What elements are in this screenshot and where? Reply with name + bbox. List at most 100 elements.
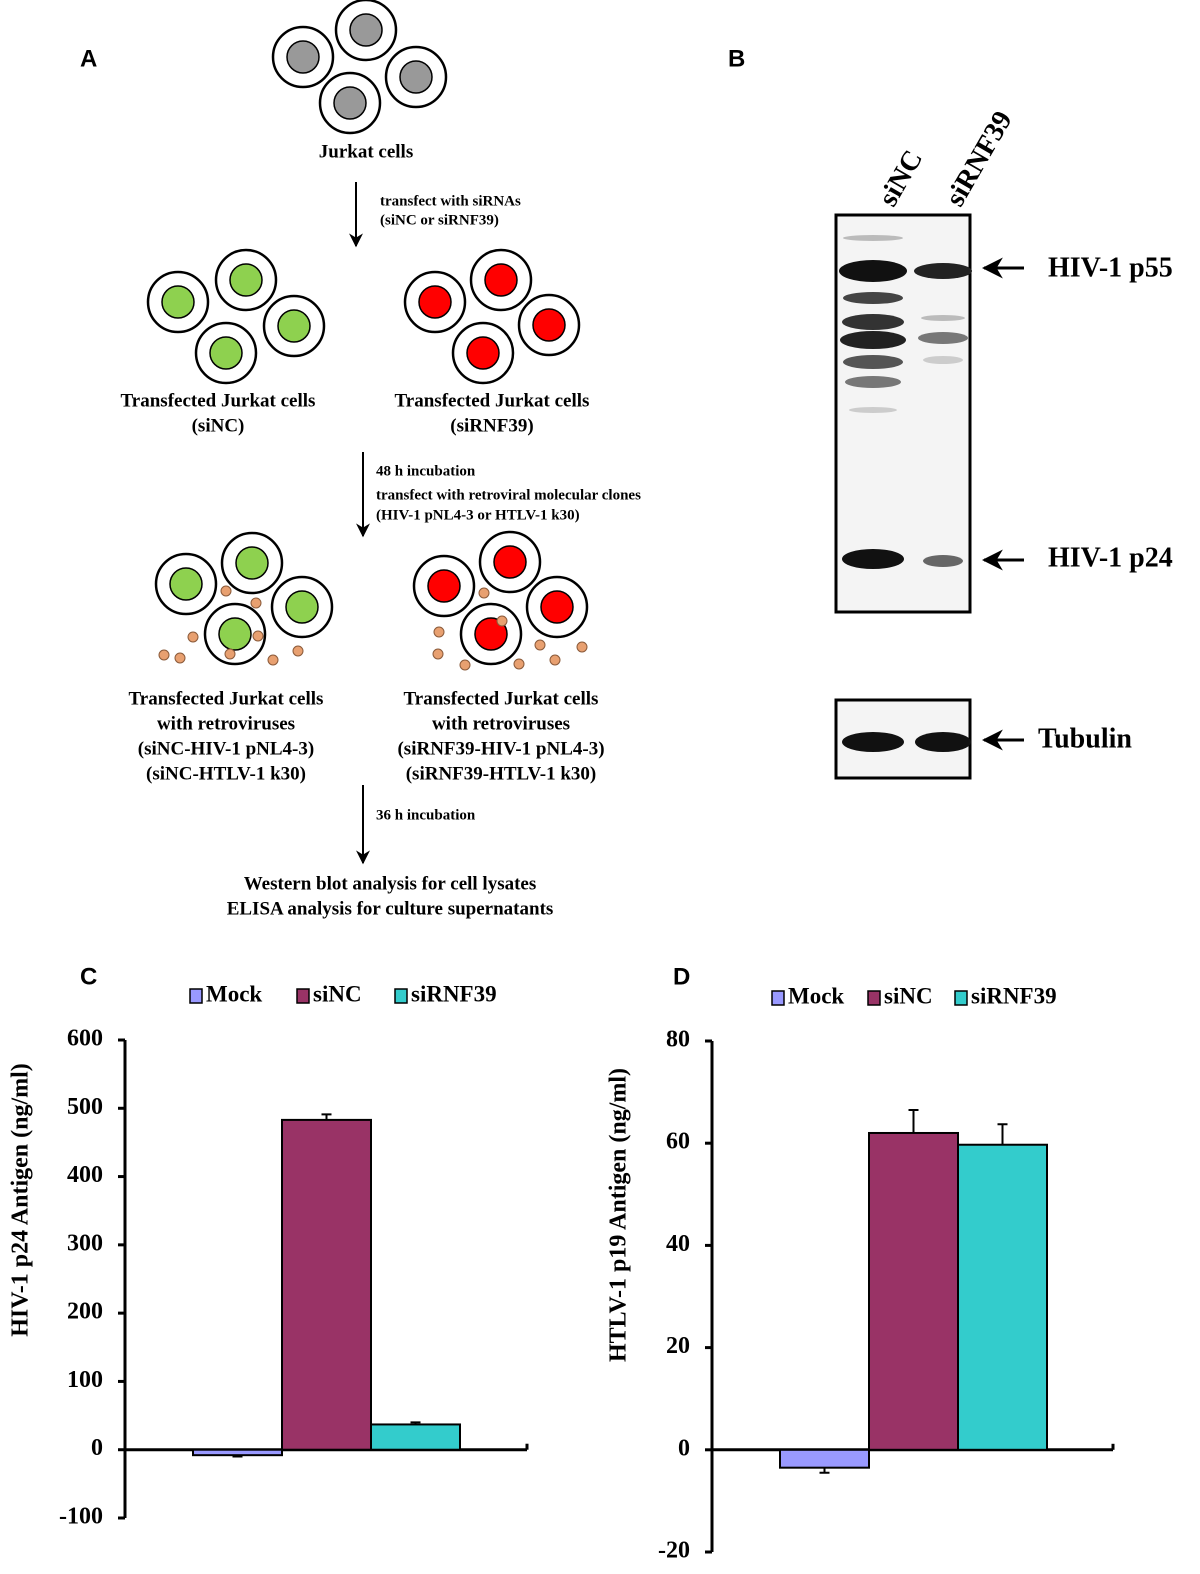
y-tick-label: 500 (67, 1094, 103, 1120)
legend-swatch (296, 988, 310, 1004)
virus (549, 654, 561, 666)
cell-label: Transfected Jurkat cells (395, 390, 590, 411)
y-tick-label: 60 (666, 1129, 690, 1155)
panel-label: C (80, 963, 97, 990)
virus (478, 587, 490, 599)
cell-label: (siNC-HIV-1 pNL4-3) (138, 738, 314, 759)
y-tick-label: 0 (91, 1435, 103, 1461)
step-text: (HIV-1 pNL4-3 or HTLV-1 k30) (376, 507, 580, 523)
virus (292, 645, 304, 657)
y-tick-label: 80 (666, 1027, 690, 1053)
panel-label: D (673, 963, 690, 990)
bar (192, 1448, 283, 1457)
cell-label: (siNC-HTLV-1 k30) (146, 763, 306, 784)
nucleus (484, 263, 518, 297)
legend-label: siNC (884, 983, 933, 1008)
virus (187, 631, 199, 643)
virus (433, 626, 445, 638)
y-tick-label: 40 (666, 1231, 690, 1257)
virus (496, 615, 508, 627)
virus (174, 652, 186, 664)
band-label: HIV-1 p55 (1048, 252, 1173, 283)
panel-label: A (80, 45, 97, 72)
nucleus (532, 308, 566, 342)
band-label: HIV-1 p24 (1048, 542, 1173, 573)
error-bar (321, 1113, 332, 1120)
nucleus (493, 545, 527, 579)
cell-label: Transfected Jurkat cells (121, 390, 316, 411)
nucleus (235, 546, 269, 580)
y-tick-label: -100 (59, 1504, 103, 1530)
y-tick-label: 300 (67, 1230, 103, 1256)
virus (459, 659, 471, 671)
nucleus (418, 285, 452, 319)
lane-label: siNC (873, 145, 929, 212)
y-tick-label: 20 (666, 1333, 690, 1359)
step-text: transfect with retroviral molecular clon… (376, 487, 641, 503)
y-tick-label: 600 (67, 1026, 103, 1052)
legend-swatch (954, 990, 968, 1006)
nucleus (540, 590, 574, 624)
panel-label: B (728, 45, 745, 72)
error-bar (410, 1421, 421, 1425)
legend-swatch (867, 990, 881, 1006)
nucleus (466, 336, 500, 370)
legend-swatch (394, 988, 408, 1004)
cell-label: (siRNF39) (450, 415, 533, 436)
y-axis-label: HTLV-1 p19 Antigen (ng/ml) (606, 1068, 632, 1362)
y-tick-label: -20 (658, 1538, 690, 1564)
bar (868, 1131, 959, 1451)
error-bar (908, 1108, 919, 1133)
y-tick-label: 200 (67, 1299, 103, 1325)
nucleus (285, 590, 319, 624)
lane-label: siRNF39 (940, 106, 1019, 212)
y-tick-label: 400 (67, 1162, 103, 1188)
nucleus (169, 567, 203, 601)
legend-swatch (771, 990, 785, 1006)
y-tick-label: 100 (67, 1367, 103, 1393)
error-bar (232, 1455, 243, 1458)
error-bar (819, 1467, 830, 1474)
virus (220, 585, 232, 597)
analysis-text: Western blot analysis for cell lysates (244, 873, 537, 894)
virus (267, 654, 279, 666)
cell-label: with retroviruses (157, 713, 295, 734)
nucleus (209, 336, 243, 370)
virus (224, 648, 236, 660)
legend-label: Mock (206, 981, 262, 1006)
blot-image (834, 213, 972, 780)
bar (281, 1118, 372, 1451)
legend-label: siRNF39 (411, 981, 497, 1006)
virus (513, 658, 525, 670)
error-bar (997, 1123, 1008, 1145)
nucleus (286, 40, 320, 74)
nucleus (229, 263, 263, 297)
legend-swatch (189, 988, 203, 1004)
legend-label: siRNF39 (971, 983, 1057, 1008)
virus (158, 649, 170, 661)
virus (252, 630, 264, 642)
cell-label: (siNC) (192, 415, 245, 436)
cell-illustrations (146, 0, 589, 671)
nucleus (333, 86, 367, 120)
nucleus (474, 617, 508, 651)
nucleus (161, 285, 195, 319)
cell-label: (siRNF39-HTLV-1 k30) (406, 763, 597, 784)
cell-label: Transfected Jurkat cells (129, 688, 324, 709)
bar (779, 1448, 870, 1469)
nucleus (277, 309, 311, 343)
nucleus (349, 13, 383, 47)
cell-label: (siRNF39-HIV-1 pNL4-3) (397, 738, 604, 759)
virus (576, 641, 588, 653)
analysis-text: ELISA analysis for culture supernatants (227, 898, 554, 919)
y-axis-label: HIV-1 p24 Antigen (ng/ml) (8, 1063, 34, 1337)
cell-label: with retroviruses (432, 713, 570, 734)
legend-label: siNC (313, 981, 362, 1006)
bar (957, 1143, 1048, 1451)
y-tick-label: 0 (678, 1435, 690, 1461)
legend-label: Mock (788, 983, 844, 1008)
cell-label: Jurkat cells (319, 141, 413, 162)
step-text: (siNC or siRNF39) (380, 212, 499, 228)
nucleus (218, 617, 252, 651)
virus (534, 639, 546, 651)
